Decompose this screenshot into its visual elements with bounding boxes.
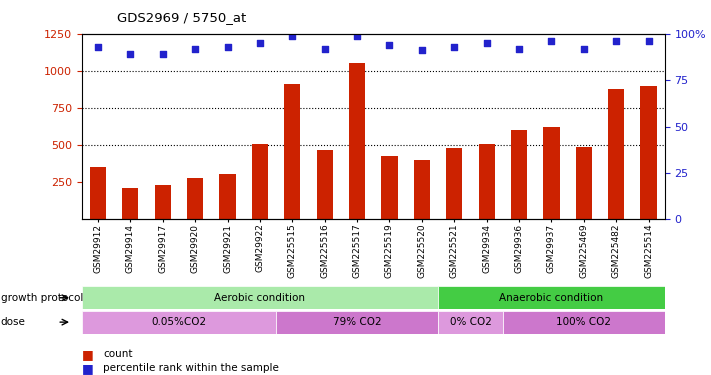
Bar	[82, 286, 438, 309]
Bar	[276, 310, 438, 334]
Bar	[349, 63, 365, 219]
Text: dose: dose	[1, 317, 26, 327]
Bar	[284, 84, 300, 219]
Text: 0.05%CO2: 0.05%CO2	[151, 317, 206, 327]
Point	[92, 44, 104, 50]
Bar	[252, 144, 268, 219]
Bar	[187, 178, 203, 219]
Bar	[641, 86, 657, 219]
Text: 79% CO2: 79% CO2	[333, 317, 381, 327]
Bar	[82, 310, 276, 334]
Bar	[414, 160, 430, 219]
Text: GDS2969 / 5750_at: GDS2969 / 5750_at	[117, 11, 247, 24]
Point	[255, 40, 266, 46]
Point	[124, 51, 136, 57]
Bar	[438, 286, 665, 309]
Text: Aerobic condition: Aerobic condition	[215, 293, 306, 303]
Text: Anaerobic condition: Anaerobic condition	[499, 293, 604, 303]
Bar	[381, 156, 397, 219]
Point	[513, 46, 525, 52]
Point	[416, 48, 427, 54]
Point	[351, 33, 363, 39]
Bar	[608, 89, 624, 219]
Text: count: count	[103, 350, 132, 359]
Point	[287, 33, 298, 39]
Point	[546, 38, 557, 44]
Bar	[447, 148, 462, 219]
Point	[384, 42, 395, 48]
Point	[319, 46, 331, 52]
Bar	[576, 147, 592, 219]
Bar	[438, 310, 503, 334]
Text: 100% CO2: 100% CO2	[556, 317, 611, 327]
Point	[643, 38, 654, 44]
Text: percentile rank within the sample: percentile rank within the sample	[103, 363, 279, 373]
Point	[578, 46, 589, 52]
Bar	[316, 150, 333, 219]
Bar	[90, 167, 106, 219]
Bar	[543, 127, 560, 219]
Bar	[479, 144, 495, 219]
Point	[611, 38, 622, 44]
Text: growth protocol: growth protocol	[1, 293, 83, 303]
Point	[189, 46, 201, 52]
Text: ■: ■	[82, 348, 94, 361]
Bar	[503, 310, 665, 334]
Bar	[511, 130, 527, 219]
Point	[481, 40, 492, 46]
Point	[157, 51, 169, 57]
Point	[449, 44, 460, 50]
Text: 0% CO2: 0% CO2	[449, 317, 491, 327]
Text: ■: ■	[82, 362, 94, 375]
Point	[222, 44, 233, 50]
Bar	[155, 185, 171, 219]
Bar	[220, 174, 235, 219]
Bar	[122, 188, 139, 219]
